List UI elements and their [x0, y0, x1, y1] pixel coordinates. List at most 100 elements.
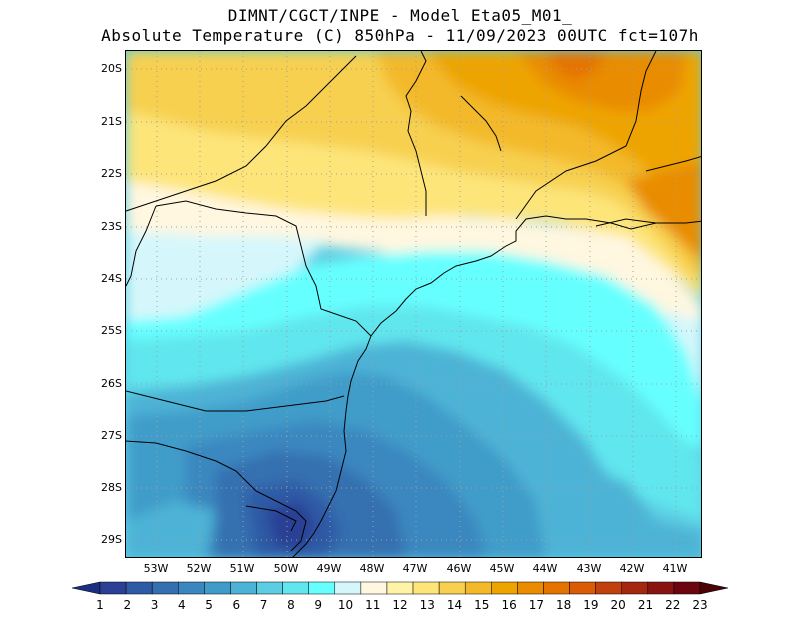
colorbar-label: 10 — [337, 598, 354, 612]
zone-9 — [126, 251, 701, 451]
lagoa-patos — [245, 505, 297, 532]
colorbar-label: 21 — [637, 598, 654, 612]
colorbar-cell — [517, 581, 544, 595]
colorbar-label: 13 — [419, 598, 435, 612]
zone-6c — [566, 471, 701, 557]
colorbar-cell — [99, 581, 127, 595]
temperature-field — [126, 51, 701, 557]
lat-label-29s: 29S — [101, 533, 122, 546]
zone-18 — [546, 51, 606, 81]
colorbar-label: 22 — [665, 598, 681, 612]
colorbar-label: 18 — [555, 598, 572, 612]
colorbar-cell — [464, 581, 492, 595]
lat-label-27s: 27S — [101, 429, 122, 442]
colorbar-cell — [308, 581, 336, 595]
colorbar-cell — [569, 581, 596, 595]
zone-17b — [626, 161, 701, 260]
colorbar-label: 9 — [314, 598, 322, 612]
lat-label-22s: 22S — [101, 167, 122, 180]
colorbar-cell — [256, 581, 283, 595]
border-sc-rs — [126, 440, 307, 552]
colorbar-cell — [438, 581, 466, 595]
lon-label-45w: 45W — [489, 562, 515, 575]
lon-label-47w: 47W — [402, 562, 428, 575]
colorbar-label: 11 — [365, 598, 381, 612]
lon-label-51w: 51W — [229, 562, 255, 575]
border-es — [645, 156, 701, 172]
colorbar-label: 17 — [528, 598, 544, 612]
border-pr-sc — [126, 390, 345, 412]
lon-label-53w: 53W — [143, 562, 169, 575]
colorbar-cell — [491, 581, 518, 595]
title-line-1: DIMNT/CGCT/INPE - Model Eta05_M01_ — [227, 6, 573, 25]
atlantic-coast — [292, 215, 701, 557]
grid-lines — [126, 51, 701, 557]
lat-label-28s: 28S — [101, 481, 122, 494]
lat-label-21s: 21S — [101, 115, 122, 128]
border-sp-mg-west — [405, 51, 427, 216]
colorbar-cell — [230, 581, 257, 595]
colorbar-cell — [334, 581, 362, 595]
border-ms-pr — [126, 205, 157, 287]
colorbar-cell — [647, 581, 675, 595]
colorbar-label: 16 — [501, 598, 517, 612]
colorbar-arrow-left — [71, 581, 101, 595]
colorbar-label: 20 — [610, 598, 626, 612]
border-sp-pr — [155, 200, 372, 337]
coastline-borders — [126, 51, 701, 557]
lon-label-48w: 48W — [359, 562, 385, 575]
lon-label-52w: 52W — [186, 562, 212, 575]
colorbar-cell — [543, 581, 570, 595]
colorbar-cell — [386, 581, 414, 595]
river-grande — [460, 95, 502, 152]
colorbar-label: 19 — [583, 598, 599, 612]
lon-label-49w: 49W — [316, 562, 342, 575]
colorbar-cell — [595, 581, 622, 595]
temperature-map — [126, 51, 701, 557]
colorbar-label: 4 — [177, 598, 186, 612]
colorbar-label: 6 — [232, 598, 241, 612]
colorbar-label: 2 — [123, 598, 132, 612]
colorbar-cell — [151, 581, 179, 595]
lat-label-26s: 26S — [101, 377, 122, 390]
colorbar-label: 23 — [692, 598, 708, 612]
lat-label-20s: 20S — [101, 62, 122, 75]
title-line-2: Absolute Temperature (C) 850hPa - 11/09/… — [101, 26, 699, 45]
map-frame — [125, 50, 702, 558]
colorbar-cell — [621, 581, 649, 595]
colorbar-cell — [282, 581, 309, 595]
colorbar-label: 3 — [150, 598, 159, 612]
zone-11-12 — [126, 181, 701, 350]
colorbar-arrow-right — [699, 581, 729, 595]
colorbar-label: 14 — [446, 598, 463, 612]
lon-label-41w: 41W — [662, 562, 688, 575]
colorbar — [71, 581, 729, 595]
colorbar-label: 8 — [287, 598, 295, 612]
border-ms-go — [126, 55, 357, 212]
border-rj — [595, 218, 657, 227]
colorbar-cell — [178, 581, 205, 595]
zone-8 — [126, 306, 701, 521]
colorbar-label: 1 — [96, 598, 104, 612]
colorbar-cell — [125, 581, 153, 595]
colorbar-label: 15 — [474, 598, 490, 612]
lat-label-23s: 23S — [101, 220, 122, 233]
lon-label-43w: 43W — [576, 562, 602, 575]
colorbar-cell — [412, 581, 440, 595]
lat-label-24s: 24S — [101, 272, 122, 285]
colorbar-label: 7 — [259, 598, 268, 612]
zone-10a — [126, 231, 326, 331]
zone-1 — [266, 501, 316, 551]
colorbar-label: 12 — [392, 598, 408, 612]
colorbar-cell — [673, 581, 701, 595]
lon-label-42w: 42W — [619, 562, 645, 575]
border-mg-rj-es — [515, 51, 657, 220]
zone-6b — [126, 501, 216, 557]
lon-label-46w: 46W — [446, 562, 472, 575]
colorbar-cell — [360, 581, 388, 595]
zone-14b — [126, 51, 246, 106]
lon-label-44w: 44W — [532, 562, 558, 575]
colorbar-label: 5 — [205, 598, 213, 612]
colorbar-cell — [204, 581, 231, 595]
lon-label-50w: 50W — [273, 562, 299, 575]
